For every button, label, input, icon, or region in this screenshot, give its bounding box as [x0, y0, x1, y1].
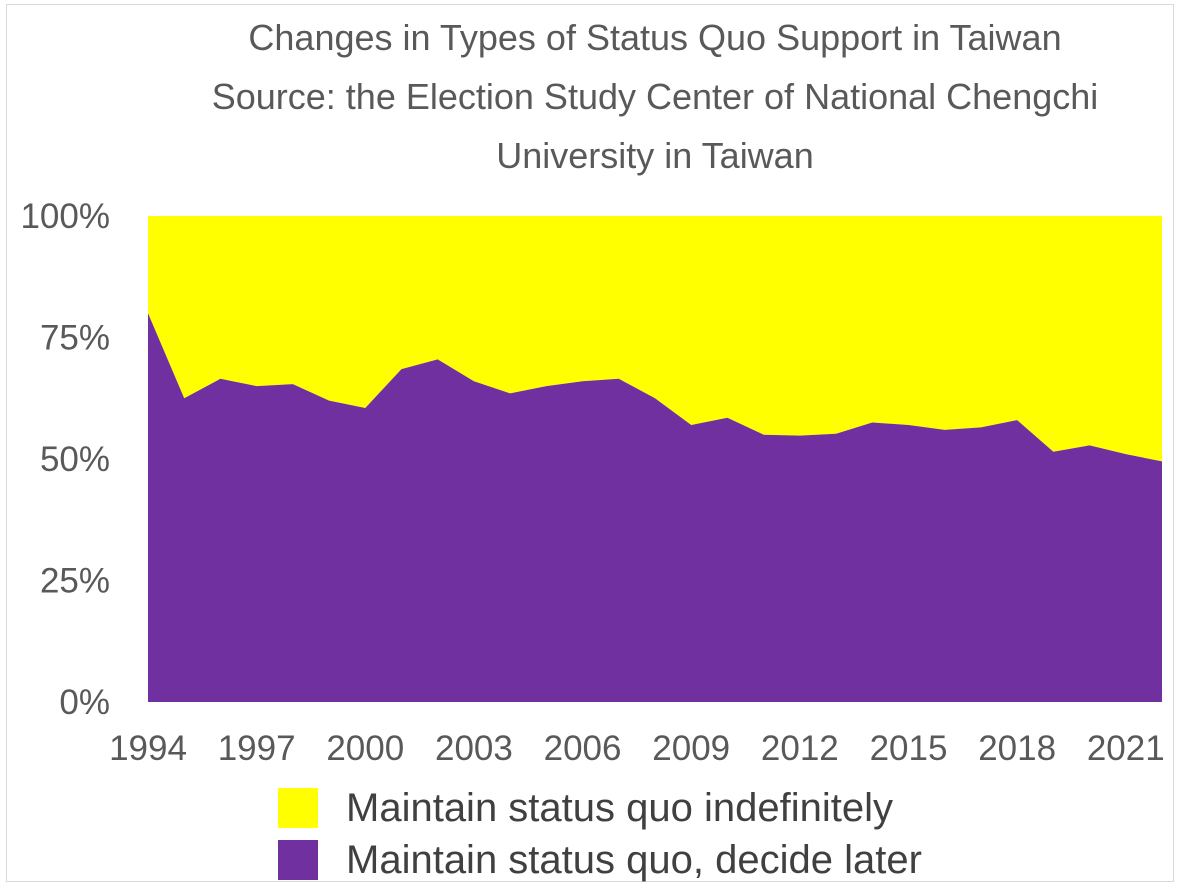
y-tick-label: 100%: [20, 197, 110, 236]
legend-item-decide-later: Maintain status quo, decide later: [278, 834, 922, 886]
x-tick-label: 2003: [435, 729, 513, 768]
x-tick-label: 2012: [761, 729, 839, 768]
x-axis-ticks: 1994 1997 2000 2003 2006 2009 2012 2015 2018 2021: [109, 729, 1165, 768]
x-tick-label: 2018: [978, 729, 1056, 768]
y-axis-ticks: 0% 25% 50% 75% 100%: [20, 197, 110, 722]
x-tick-label: 2000: [326, 729, 404, 768]
area-decide-later: [148, 313, 1162, 702]
legend-item-indefinitely: Maintain status quo indefinitely: [278, 782, 922, 834]
area-maintain-indefinitely: [148, 216, 1162, 462]
y-tick-label: 50%: [40, 440, 110, 479]
legend-swatch-indefinitely: [278, 788, 318, 828]
chart-title: Changes in Types of Status Quo Support i…: [100, 8, 1182, 185]
title-line-3: University in Taiwan: [496, 135, 814, 176]
legend: Maintain status quo indefinitely Maintai…: [278, 782, 922, 886]
legend-swatch-decide-later: [278, 840, 318, 880]
legend-label-decide-later: Maintain status quo, decide later: [346, 837, 922, 882]
x-tick-label: 2015: [870, 729, 948, 768]
area-layers: [148, 216, 1162, 702]
x-tick-label: 1997: [218, 729, 296, 768]
title-line-1: Changes in Types of Status Quo Support i…: [248, 17, 1062, 58]
x-tick-label: 2021: [1087, 729, 1165, 768]
y-tick-label: 25%: [40, 562, 110, 601]
title-line-2: Source: the Election Study Center of Nat…: [211, 76, 1099, 117]
x-tick-label: 2006: [544, 729, 622, 768]
y-tick-label: 75%: [40, 319, 110, 358]
y-tick-label: 0%: [59, 683, 110, 722]
x-tick-label: 1994: [109, 729, 187, 768]
legend-label-indefinitely: Maintain status quo indefinitely: [346, 785, 893, 830]
x-tick-label: 2009: [652, 729, 730, 768]
